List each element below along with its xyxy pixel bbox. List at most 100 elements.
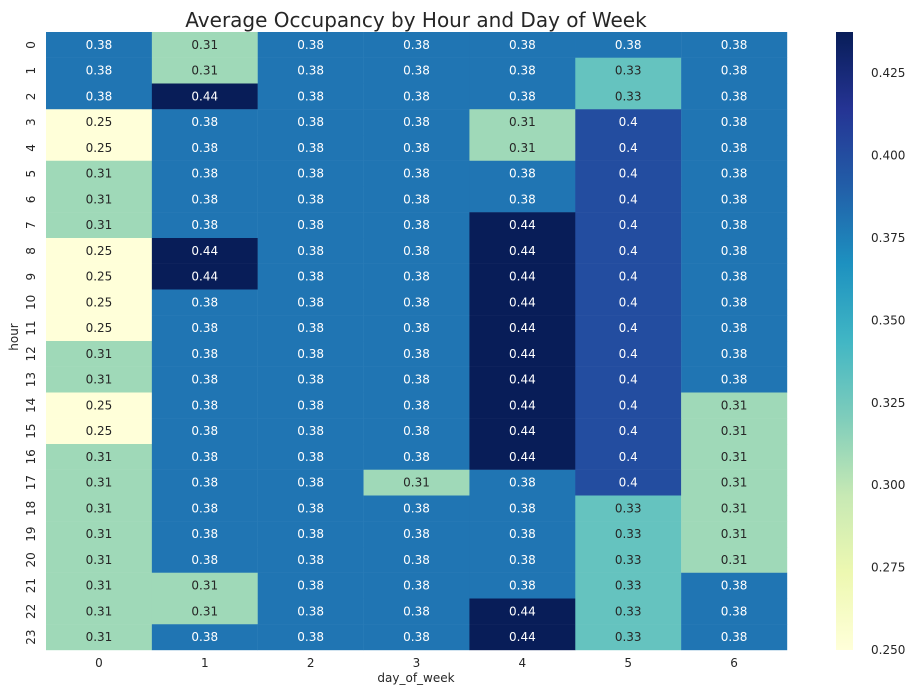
cell-value-label-r16-c3: 0.38 — [403, 450, 430, 464]
heatmap-cell-r3-c5 — [575, 109, 682, 136]
cell-value-label-r12-c1: 0.38 — [191, 347, 218, 361]
cell-value-label-r23-c0: 0.31 — [86, 630, 113, 644]
cell-value-label-r9-c1: 0.44 — [191, 270, 218, 284]
cell-value-label-r11-c0: 0.25 — [86, 321, 113, 335]
heatmap-cell-r12-c6 — [681, 341, 788, 367]
heatmap-cell-r8-c2 — [257, 238, 364, 264]
cell-value-label-r14-c4: 0.44 — [509, 398, 536, 412]
heatmap-cell-r21-c3 — [363, 572, 470, 599]
cell-value-label-r13-c4: 0.44 — [509, 373, 536, 387]
heatmap-cell-r9-c2 — [257, 263, 364, 290]
heatmap-cell-r20-c6 — [681, 547, 788, 573]
heatmap-cell-r2-c1 — [151, 83, 258, 110]
cell-value-label-r23-c1: 0.38 — [191, 630, 218, 644]
heatmap-cell-r16-c5 — [575, 444, 682, 470]
y-tick-label-19: 19 — [24, 526, 38, 541]
y-tick-label-20: 20 — [24, 552, 38, 567]
heatmap-cell-r7-c1 — [151, 212, 258, 239]
cell-value-label-r8-c1: 0.44 — [191, 244, 218, 258]
cell-value-label-r23-c5: 0.33 — [615, 630, 642, 644]
heatmap-cell-r12-c2 — [257, 341, 364, 367]
cell-value-label-r2-c1: 0.44 — [191, 89, 218, 103]
heatmap-cell-r1-c5 — [575, 57, 682, 84]
heatmap-cell-r15-c1 — [151, 418, 258, 445]
y-tick-label-1: 1 — [24, 67, 38, 75]
heatmap-cell-r13-c2 — [257, 366, 364, 393]
heatmap-cell-r8-c6 — [681, 238, 788, 264]
cell-value-label-r21-c2: 0.38 — [297, 579, 324, 593]
y-tick-label-0: 0 — [24, 41, 38, 49]
heatmap-cell-r14-c5 — [575, 392, 682, 419]
cell-value-label-r0-c0: 0.38 — [86, 38, 113, 52]
cell-value-label-r3-c3: 0.38 — [403, 115, 430, 129]
cell-value-label-r8-c2: 0.38 — [297, 244, 324, 258]
y-tick-label-13: 13 — [24, 372, 38, 387]
heatmap-cell-r10-c3 — [363, 289, 470, 316]
cell-value-label-r9-c4: 0.44 — [509, 270, 536, 284]
heatmap-cell-r12-c5 — [575, 341, 682, 367]
cell-value-label-r0-c1: 0.31 — [191, 38, 218, 52]
heatmap-cell-r18-c3 — [363, 495, 470, 522]
x-tick-label-3: 3 — [413, 656, 421, 670]
cell-value-label-r1-c4: 0.38 — [509, 64, 536, 78]
cell-value-label-r17-c4: 0.38 — [509, 476, 536, 490]
x-tick-label-4: 4 — [519, 656, 527, 670]
heatmap-cell-r19-c4 — [469, 521, 576, 548]
heatmap-cell-r9-c5 — [575, 263, 682, 290]
cell-value-label-r9-c0: 0.25 — [86, 270, 113, 284]
chart-title: Average Occupancy by Hour and Day of Wee… — [185, 8, 647, 32]
cell-value-label-r17-c1: 0.38 — [191, 476, 218, 490]
cell-value-label-r9-c3: 0.38 — [403, 270, 430, 284]
cell-value-label-r4-c3: 0.38 — [403, 141, 430, 155]
cell-value-label-r3-c0: 0.25 — [86, 115, 113, 129]
colorbar-tick-label-7: 0.425 — [871, 66, 905, 80]
heatmap-cell-r23-c3 — [363, 624, 470, 651]
heatmap-cell-r10-c1 — [151, 289, 258, 316]
heatmap-cell-r22-c6 — [681, 598, 788, 625]
heatmap-cell-r8-c3 — [363, 238, 470, 264]
heatmap-cell-r16-c3 — [363, 444, 470, 470]
heatmap-cell-r14-c4 — [469, 392, 576, 419]
cell-value-label-r20-c0: 0.31 — [86, 553, 113, 567]
heatmap-cell-r10-c2 — [257, 289, 364, 316]
cell-value-label-r22-c2: 0.38 — [297, 604, 324, 618]
heatmap-cell-r17-c3 — [363, 469, 470, 496]
heatmap-cell-r0-c5 — [575, 32, 682, 58]
heatmap-cell-r13-c1 — [151, 366, 258, 393]
heatmap-cell-r2-c3 — [363, 83, 470, 110]
heatmap-cell-r14-c1 — [151, 392, 258, 419]
heatmap-cell-r14-c3 — [363, 392, 470, 419]
cell-value-label-r12-c5: 0.4 — [619, 347, 638, 361]
cell-value-label-r19-c0: 0.31 — [86, 527, 113, 541]
heatmap-cell-r9-c4 — [469, 263, 576, 290]
heatmap-cell-r11-c0 — [46, 315, 153, 342]
heatmap-cell-r5-c5 — [575, 160, 682, 187]
heatmap-cell-r22-c2 — [257, 598, 364, 625]
y-tick-label-8: 8 — [24, 247, 38, 255]
y-tick-label-22: 22 — [24, 604, 38, 619]
heatmap-cell-r2-c6 — [681, 83, 788, 110]
cell-value-label-r16-c4: 0.44 — [509, 450, 536, 464]
cell-value-label-r2-c3: 0.38 — [403, 89, 430, 103]
cell-value-label-r16-c2: 0.38 — [297, 450, 324, 464]
cell-value-label-r15-c0: 0.25 — [86, 424, 113, 438]
heatmap-cell-r22-c1 — [151, 598, 258, 625]
cell-value-label-r6-c4: 0.38 — [509, 192, 536, 206]
y-tick-label-4: 4 — [24, 144, 38, 152]
heatmap-cell-r22-c4 — [469, 598, 576, 625]
cell-value-label-r1-c5: 0.33 — [615, 64, 642, 78]
cell-value-label-r17-c6: 0.31 — [721, 476, 748, 490]
cell-value-label-r23-c3: 0.38 — [403, 630, 430, 644]
cell-value-label-r19-c6: 0.31 — [721, 527, 748, 541]
cell-value-label-r17-c5: 0.4 — [619, 476, 638, 490]
cell-value-label-r18-c4: 0.38 — [509, 501, 536, 515]
colorbar-tick-label-1: 0.275 — [871, 561, 905, 575]
colorbar-tick-label-3: 0.325 — [871, 396, 905, 410]
colorbar-gradient — [836, 32, 853, 650]
cell-value-label-r1-c2: 0.38 — [297, 64, 324, 78]
heatmap-cell-r7-c3 — [363, 212, 470, 239]
cell-value-label-r15-c5: 0.4 — [619, 424, 638, 438]
heatmap-cell-r17-c2 — [257, 469, 364, 496]
cell-value-label-r12-c0: 0.31 — [86, 347, 113, 361]
